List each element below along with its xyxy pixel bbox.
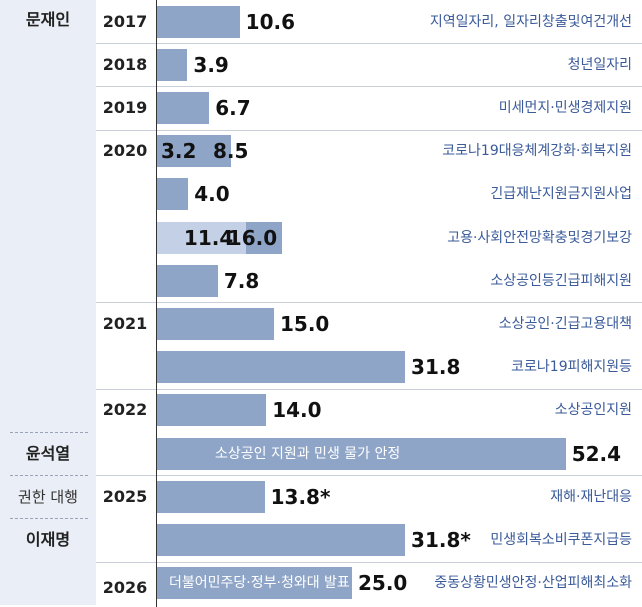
bar	[157, 480, 265, 513]
administration-label: 권한 대행	[18, 487, 78, 506]
value-label: 4.0	[194, 182, 230, 207]
row-separator	[96, 388, 642, 390]
value-label: 10.6	[245, 9, 296, 34]
year-label: 2021	[102, 314, 148, 333]
bar-description: 민생회복소비쿠폰지급등	[490, 532, 632, 548]
sub-value-label: 3.2	[161, 139, 197, 164]
value-label: 14.0	[272, 398, 322, 423]
year-label: 2018	[102, 54, 148, 74]
administration-label: 윤석열	[25, 443, 71, 463]
admin-background	[0, 475, 96, 519]
value-label: 31.8	[411, 355, 461, 380]
value-label: 7.8	[223, 268, 260, 293]
row-separator	[96, 561, 642, 563]
bar-description: 중동상황민생안정·산업피해최소화	[434, 575, 632, 592]
value-label: 8.5	[213, 139, 249, 164]
bar-description: 지역일자리, 일자리창출및여건개선	[429, 13, 632, 30]
in-bar-label: 소상공인 지원과 민생 물가 안정	[215, 445, 401, 462]
bar	[157, 394, 267, 427]
bar-segment	[157, 221, 246, 254]
administration-label: 이재명	[25, 530, 71, 550]
value-label: 13.8*	[270, 484, 331, 509]
bar-description: 소상공인지원	[554, 402, 632, 419]
y-axis-line	[156, 0, 157, 607]
bar	[157, 437, 566, 470]
bar	[157, 135, 232, 168]
value-label: 31.8*	[411, 528, 471, 552]
year-label: 2017	[102, 11, 148, 31]
row-separator	[96, 302, 642, 304]
bar	[157, 567, 352, 600]
bar	[157, 5, 240, 38]
bar-description: 코로나19피해지원등	[511, 359, 632, 376]
row-separator	[96, 43, 642, 45]
row-separator	[96, 475, 642, 477]
bar-description: 코로나19대응체계강화·회복지원	[442, 143, 632, 160]
bar	[157, 178, 189, 211]
bar-description: 청년일자리	[567, 56, 632, 73]
administration-label: 문재인	[25, 10, 71, 29]
bar-description: 소상공인등긴급피해지원	[490, 272, 632, 289]
admin-separator	[10, 475, 88, 477]
value-label: 6.7	[215, 96, 251, 120]
bar	[157, 48, 188, 81]
year-label: 2020	[102, 141, 148, 161]
bar	[245, 221, 282, 254]
sub-value-label: 11.4	[183, 225, 234, 250]
bar	[157, 92, 210, 124]
bar	[157, 524, 406, 556]
admin-background	[0, 432, 96, 476]
bar-description: 고용·사회안전망확충및경기보강	[447, 229, 632, 246]
value-label: 16.0	[227, 225, 278, 250]
row-separator	[96, 129, 642, 131]
year-label: 2026	[102, 577, 148, 597]
bar	[157, 264, 218, 297]
admin-background	[0, 0, 96, 432]
year-label: 2025	[102, 486, 148, 506]
bar-description: 긴급재난지원금지원사업	[490, 186, 632, 203]
admin-background	[0, 518, 96, 605]
in-bar-label: 더불어민주당·정부·청와대 발표	[169, 575, 350, 592]
year-label: 2019	[102, 98, 148, 117]
bar-description: 미세먼지·민생경제지원	[498, 100, 632, 116]
admin-separator	[10, 432, 88, 433]
bar-description: 재해·재난대응	[550, 488, 632, 505]
admin-separator	[10, 518, 88, 520]
bar-description: 소상공인·긴급고용대책	[498, 316, 632, 332]
value-label: 15.0	[280, 312, 330, 336]
bar	[157, 308, 274, 340]
value-label: 52.4	[571, 441, 622, 466]
bar	[157, 351, 406, 384]
row-separator	[96, 86, 642, 88]
year-label: 2022	[102, 400, 148, 420]
value-label: 3.9	[193, 52, 229, 77]
value-label: 25.0	[358, 571, 408, 596]
